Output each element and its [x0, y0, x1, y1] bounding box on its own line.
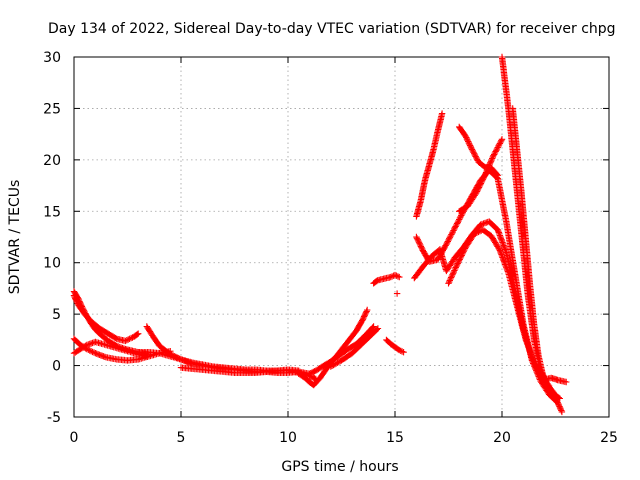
x-axis-label: GPS time / hours [281, 459, 398, 475]
data-point-marks [456, 136, 506, 215]
y-tick-label: 25 [43, 101, 61, 117]
x-tick-label: 0 [70, 430, 79, 446]
x-tick-label: 25 [600, 430, 618, 446]
data-point-marks [327, 325, 382, 370]
plot-frame [73, 56, 610, 418]
series-arc-11 [370, 271, 403, 287]
data-point-marks [177, 364, 302, 376]
y-tick-label: 15 [43, 204, 61, 220]
series-arc-10 [327, 325, 382, 370]
series-arc-13 [393, 290, 401, 297]
series-arc-7 [177, 364, 302, 376]
y-tick-label: 30 [43, 50, 61, 66]
chart-title: Day 134 of 2022, Sidereal Day-to-day VTE… [48, 21, 616, 37]
data-point-marks [70, 292, 142, 345]
series-arc-9 [306, 323, 377, 377]
data-marks [70, 53, 570, 416]
series-arc-19 [456, 123, 501, 179]
series-arc-22 [539, 374, 570, 386]
y-tick-label: 5 [52, 307, 61, 323]
x-tick-label: 10 [279, 430, 297, 446]
series-arc-2 [70, 292, 142, 345]
series-arc-14 [413, 110, 446, 220]
axis-ticks: 0 5 10 15 20 25 -5 0 5 10 15 20 25 30 [43, 50, 618, 446]
data-point-marks [413, 110, 446, 220]
data-point-marks [509, 105, 557, 396]
y-axis-label: SDTVAR / TECUs [7, 180, 23, 295]
data-point-marks [383, 336, 407, 356]
series-arc-17 [445, 226, 546, 385]
data-point-marks [445, 226, 546, 385]
data-point-marks [306, 323, 377, 377]
y-tick-label: 10 [43, 256, 61, 272]
x-tick-label: 20 [493, 430, 511, 446]
x-tick-label: 5 [177, 430, 186, 446]
y-tick-label: 0 [52, 359, 61, 375]
data-point-marks [370, 271, 403, 287]
y-tick-label: -5 [47, 410, 61, 426]
data-point-marks [539, 374, 570, 386]
series-arc-21 [509, 105, 557, 396]
x-tick-label: 15 [386, 430, 404, 446]
series-arc-18 [456, 136, 506, 215]
series-arc-12 [383, 336, 407, 356]
data-point-marks [456, 123, 501, 179]
y-tick-label: 20 [43, 153, 61, 169]
data-point-marks [393, 290, 401, 297]
